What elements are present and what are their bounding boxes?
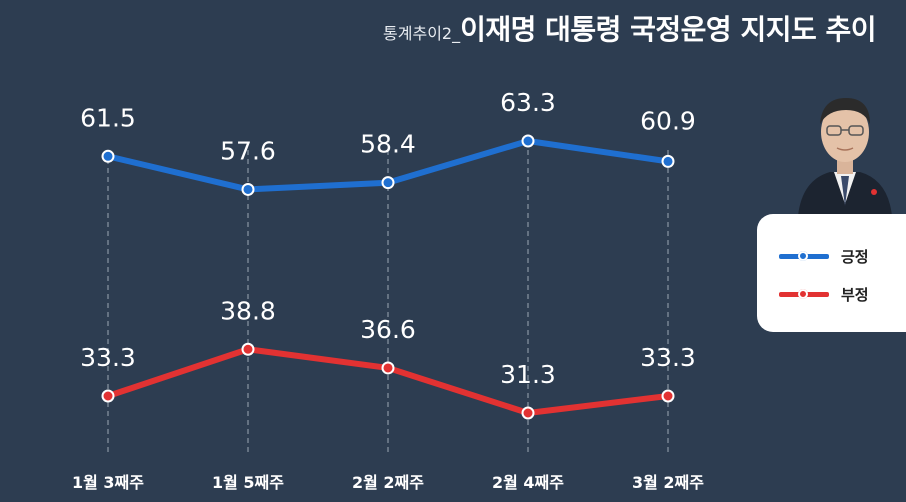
disapprove-point [381, 361, 395, 375]
disapprove-point [661, 389, 675, 403]
legend-label-approve: 긍정 [841, 248, 869, 266]
approve-data-label: 60.9 [640, 106, 696, 135]
x-tick-label: 2월 4째주 [492, 473, 564, 492]
x-tick-label: 2월 2째주 [352, 473, 424, 492]
disapprove-dot-swatch [798, 289, 808, 299]
disapprove-data-label: 36.6 [360, 315, 416, 344]
approve-dot-swatch [798, 251, 808, 261]
approve-point [661, 154, 675, 168]
x-tick-label: 1월 3째주 [72, 473, 144, 492]
disapprove-data-label: 33.3 [80, 343, 136, 372]
approve-point [521, 134, 535, 148]
x-tick-label: 1월 5째주 [212, 473, 284, 492]
disapprove-point [241, 342, 255, 356]
approve-point [241, 182, 255, 196]
legend-item-approve: 긍정 [757, 246, 906, 266]
approve-point [381, 176, 395, 190]
approve-point [101, 149, 115, 163]
title-prefix: 통계추이2_ [383, 24, 461, 43]
disapprove-point [101, 389, 115, 403]
chart-title: 통계추이2_이재명 대통령 국정운영 지지도 추이 [383, 8, 876, 48]
disapprove-data-label: 31.3 [500, 360, 556, 389]
disapprove-data-label: 38.8 [220, 296, 276, 325]
approve-data-label: 63.3 [500, 88, 556, 117]
legend: 긍정 부정 [757, 214, 906, 332]
approve-data-label: 57.6 [220, 136, 276, 165]
approve-data-label: 58.4 [360, 130, 416, 159]
legend-item-disapprove: 부정 [757, 284, 906, 304]
approve-data-label: 61.5 [80, 103, 136, 132]
title-main: 이재명 대통령 국정운영 지지도 추이 [460, 13, 876, 46]
disapprove-data-label: 33.3 [640, 343, 696, 372]
x-tick-label: 3월 2째주 [632, 473, 704, 492]
portrait-photo-icon [790, 76, 900, 216]
legend-label-disapprove: 부정 [841, 286, 869, 304]
disapprove-point [521, 406, 535, 420]
